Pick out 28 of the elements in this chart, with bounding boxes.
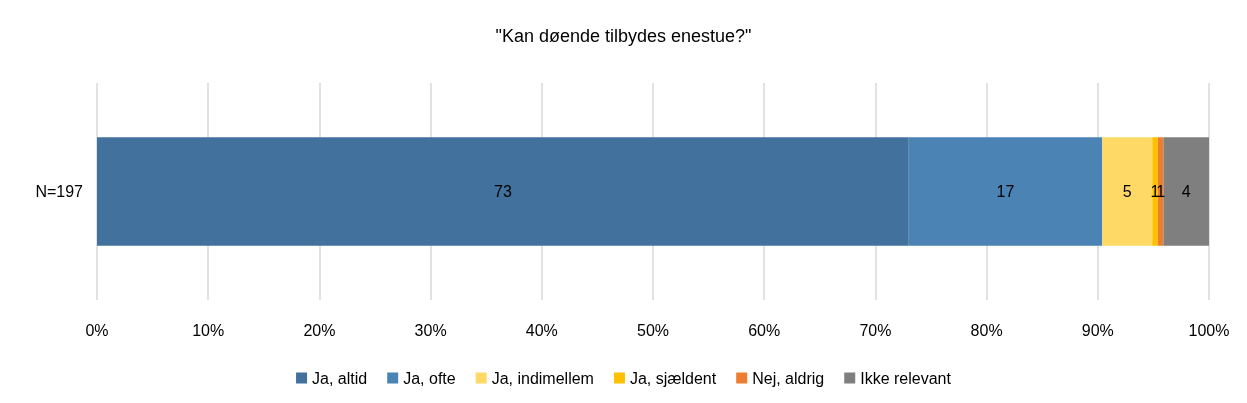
bar (97, 137, 909, 246)
data-label: 4 (1181, 183, 1191, 200)
legend-label: Nej, aldrig (752, 369, 825, 387)
x-tick-label: 10% (192, 321, 225, 339)
x-tick-label: 60% (748, 321, 781, 339)
data-label: 73 (493, 183, 512, 200)
bar (1102, 137, 1153, 246)
bar (908, 137, 1103, 246)
x-tick-label: 0% (85, 321, 109, 339)
legend-label: Ja, ofte (403, 369, 456, 387)
legend-label: Ja, altid (312, 369, 368, 387)
legend-label: Ikke relevant (860, 369, 952, 387)
legend-label: Ja, sjældent (629, 369, 717, 387)
chart-title: "Kan døende tilbydes enestue?" (495, 26, 752, 46)
x-tick-label: 80% (970, 321, 1003, 339)
x-tick-label: 100% (1188, 321, 1230, 339)
data-label: 17 (996, 183, 1015, 200)
bar (1152, 137, 1158, 246)
x-tick-label: 90% (1081, 321, 1114, 339)
x-tick-label: 40% (525, 321, 558, 339)
data-label: 5 (1122, 183, 1132, 200)
legend-label: Ja, indimellem (491, 369, 594, 387)
x-tick-label: 30% (414, 321, 447, 339)
x-tick-label: 20% (303, 321, 336, 339)
bar (1163, 137, 1209, 246)
x-tick-label: 50% (636, 321, 670, 339)
x-tick-label: 70% (859, 321, 892, 339)
y-tick-label: N=197 (35, 183, 84, 200)
